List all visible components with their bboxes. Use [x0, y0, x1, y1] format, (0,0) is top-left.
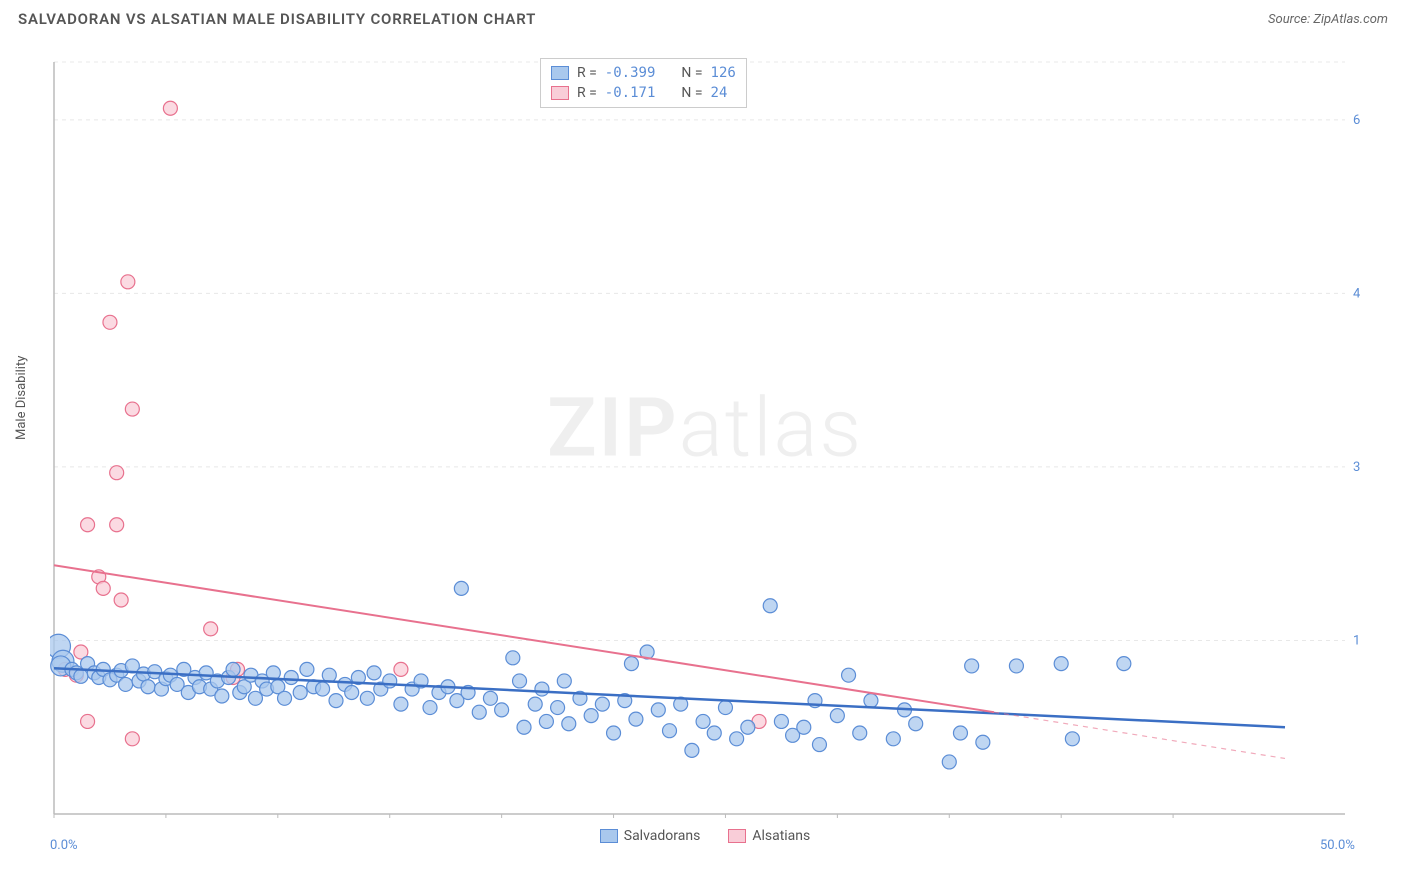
- swatch-alsatians-icon: [728, 829, 746, 843]
- swatch-alsatians: [551, 86, 569, 100]
- series-legend: Salvadorans Alsatians: [50, 828, 1360, 844]
- svg-text:60.0%: 60.0%: [1353, 113, 1360, 128]
- svg-text:45.0%: 45.0%: [1353, 286, 1360, 301]
- source-label: Source: ZipAtlas.com: [1268, 12, 1388, 27]
- swatch-salvadorans-icon: [600, 829, 618, 843]
- svg-text:30.0%: 30.0%: [1353, 460, 1360, 475]
- y-axis-label: Male Disability: [14, 356, 29, 440]
- chart-area: 15.0%30.0%45.0%60.0% ZIPatlas R = -0.399…: [50, 58, 1360, 818]
- legend-item-alsatians: Alsatians: [728, 828, 810, 844]
- legend-row-alsatians: R = -0.171 N = 24: [551, 83, 736, 103]
- legend-row-salvadorans: R = -0.399 N = 126: [551, 63, 736, 83]
- correlation-legend: R = -0.399 N = 126 R = -0.171 N = 24: [540, 58, 747, 108]
- chart-title: SALVADORAN VS ALSATIAN MALE DISABILITY C…: [18, 10, 536, 28]
- x-tick-0: 0.0%: [50, 838, 78, 853]
- swatch-salvadorans: [551, 66, 569, 80]
- svg-text:15.0%: 15.0%: [1353, 633, 1360, 648]
- legend-item-salvadorans: Salvadorans: [600, 828, 701, 844]
- x-tick-50: 50.0%: [1320, 838, 1355, 853]
- chart-svg: 15.0% 30.0% 45.0% 60.0%: [50, 58, 1360, 818]
